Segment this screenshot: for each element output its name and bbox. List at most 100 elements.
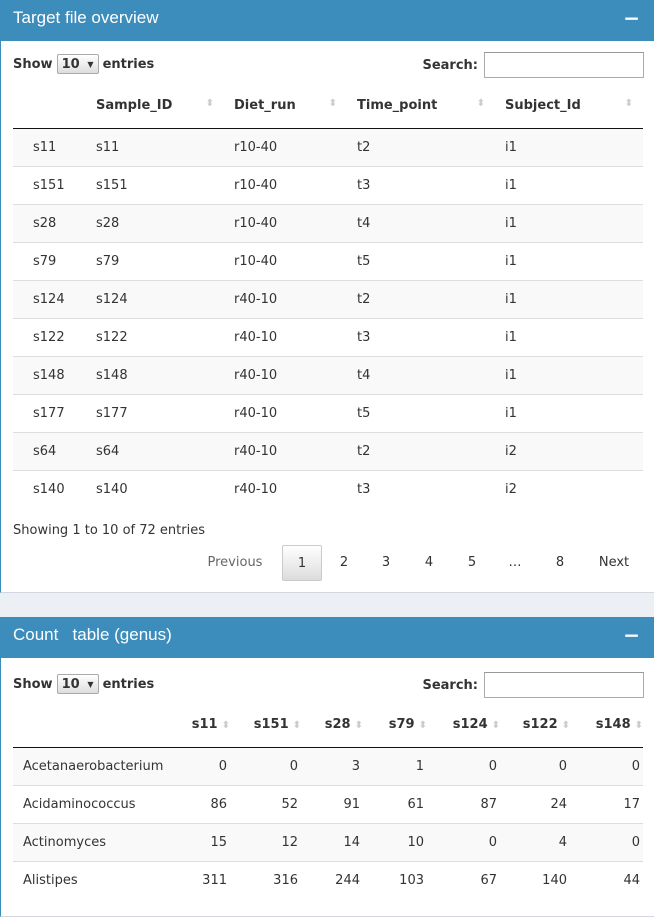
table-cell: 52	[230, 784, 301, 823]
dropdown-arrow-icon: ▼	[87, 59, 94, 69]
table-cell: 0	[427, 822, 500, 861]
column-header[interactable]: Subject_Id ⬍	[495, 84, 643, 129]
table-row[interactable]: s79 s79 r10-40 t5 i1	[13, 241, 643, 280]
table-cell: 0	[570, 822, 643, 861]
pagination: Previous 1 2 3 4 5 … 8 Next	[1, 545, 654, 581]
entries-select[interactable]: 10 ▼	[56, 674, 99, 694]
table-row[interactable]: Actinomyces 15 12 14 10 0 4 0	[13, 822, 643, 861]
table-cell: t5	[347, 393, 495, 432]
table-cell: s122	[13, 317, 86, 356]
length-control: Show 10 ▼ entries	[13, 54, 154, 74]
entries-label: entries	[102, 56, 155, 72]
table-cell: 14	[301, 822, 363, 861]
table-cell: t3	[347, 469, 495, 508]
column-header-label: Time_point	[357, 98, 438, 114]
table-cell: 17	[570, 784, 643, 823]
table-cell: i2	[495, 469, 643, 508]
table-cell: 44	[570, 860, 643, 899]
page-button[interactable]: 3	[381, 555, 391, 570]
table-cell: 0	[160, 746, 230, 785]
column-header-label: Subject_Id	[505, 98, 581, 114]
table-row[interactable]: s140 s140 r40-10 t3 i2	[13, 469, 643, 508]
table-cell: i1	[495, 203, 643, 242]
entries-select-value: 10	[61, 56, 80, 72]
table-row[interactable]: s64 s64 r40-10 t2 i2	[13, 431, 643, 470]
table-cell: Acidaminococcus	[13, 784, 160, 823]
table-cell: 140	[500, 860, 570, 899]
column-header-label: s11	[191, 717, 218, 733]
table-cell: r10-40	[224, 127, 347, 166]
column-header[interactable]: s28 ⬍	[301, 703, 363, 748]
collapse-button[interactable]: −	[623, 6, 640, 30]
table-cell: Alistipes	[13, 860, 160, 899]
sort-icon: ⬍	[418, 720, 427, 732]
table-row[interactable]: Acidaminococcus 86 52 91 61 87 24 17	[13, 784, 643, 823]
sort-icon: ⬍	[354, 720, 363, 732]
panel-header: Target file overview −	[1, 0, 654, 41]
column-header[interactable]	[13, 703, 160, 748]
column-header[interactable]: Time_point ⬍	[347, 84, 495, 129]
table-cell: i1	[495, 241, 643, 280]
column-header[interactable]: s151 ⬍	[230, 703, 301, 748]
table-cell: s64	[86, 431, 224, 470]
table-row[interactable]: s122 s122 r40-10 t3 i1	[13, 317, 643, 356]
column-header-label: s122	[522, 717, 558, 733]
column-header[interactable]: s122 ⬍	[500, 703, 570, 748]
entries-select[interactable]: 10 ▼	[56, 54, 99, 74]
next-button[interactable]: Next	[598, 555, 630, 570]
table-cell: 87	[427, 784, 500, 823]
page-button[interactable]: 4	[424, 555, 434, 570]
table-cell: r10-40	[224, 203, 347, 242]
table-info: Showing 1 to 10 of 72 entries	[13, 523, 205, 538]
search-control: Search:	[422, 52, 644, 78]
column-header[interactable]: Sample_ID ⬍	[86, 84, 224, 129]
count-table: s11 ⬍ s151 ⬍ s28 ⬍ s79 ⬍ s124 ⬍ s122 ⬍ s148 ⬍ Acetana…	[13, 703, 643, 899]
table-cell: 0	[427, 746, 500, 785]
column-header[interactable]: s11 ⬍	[160, 703, 230, 748]
table-row[interactable]: Acetanaerobacterium 0 0 3 1 0 0 0	[13, 746, 643, 785]
table-row[interactable]: Alistipes 311 316 244 103 67 140 44	[13, 860, 643, 899]
table-cell: s151	[13, 165, 86, 204]
table-cell: 61	[363, 784, 427, 823]
panel-title: Target file overview	[13, 8, 159, 27]
table-row[interactable]: s124 s124 r40-10 t2 i1	[13, 279, 643, 318]
column-header-label: s79	[388, 717, 415, 733]
column-header[interactable]: s148 ⬍	[570, 703, 643, 748]
table-cell: i1	[495, 393, 643, 432]
column-header-label: Diet_run	[234, 98, 296, 114]
table-cell: t4	[347, 355, 495, 394]
table-cell: t2	[347, 279, 495, 318]
table-cell: i1	[495, 165, 643, 204]
search-label: Search:	[422, 57, 478, 73]
entries-label: entries	[102, 676, 155, 692]
search-input[interactable]	[484, 672, 644, 698]
table-cell: t5	[347, 241, 495, 280]
table-row[interactable]: s28 s28 r10-40 t4 i1	[13, 203, 643, 242]
sort-icon: ⬍	[491, 720, 500, 732]
table-cell: s64	[13, 431, 86, 470]
collapse-button[interactable]: −	[623, 623, 640, 647]
column-header[interactable]: s124 ⬍	[427, 703, 500, 748]
page-button[interactable]: 2	[339, 555, 349, 570]
table-cell: s148	[86, 355, 224, 394]
table-cell: Actinomyces	[13, 822, 160, 861]
search-input[interactable]	[484, 52, 644, 78]
table-cell: 86	[160, 784, 230, 823]
column-header[interactable]: s79 ⬍	[363, 703, 427, 748]
page-button[interactable]: 8	[555, 555, 565, 570]
sort-icon: ⬍	[634, 720, 643, 732]
table-cell: 103	[363, 860, 427, 899]
sort-icon: ⬍	[292, 720, 301, 732]
page-button[interactable]: 1	[282, 545, 322, 581]
column-header[interactable]: Diet_run ⬍	[224, 84, 347, 129]
table-cell: r40-10	[224, 393, 347, 432]
page-button[interactable]: 5	[467, 555, 477, 570]
column-header[interactable]	[13, 84, 86, 129]
table-cell: i1	[495, 317, 643, 356]
table-row[interactable]: s151 s151 r10-40 t3 i1	[13, 165, 643, 204]
sort-icon: ⬍	[476, 98, 485, 110]
table-row[interactable]: s11 s11 r10-40 t2 i1	[13, 127, 643, 166]
table-row[interactable]: s148 s148 r40-10 t4 i1	[13, 355, 643, 394]
table-row[interactable]: s177 s177 r40-10 t5 i1	[13, 393, 643, 432]
previous-button[interactable]: Previous	[207, 555, 263, 570]
